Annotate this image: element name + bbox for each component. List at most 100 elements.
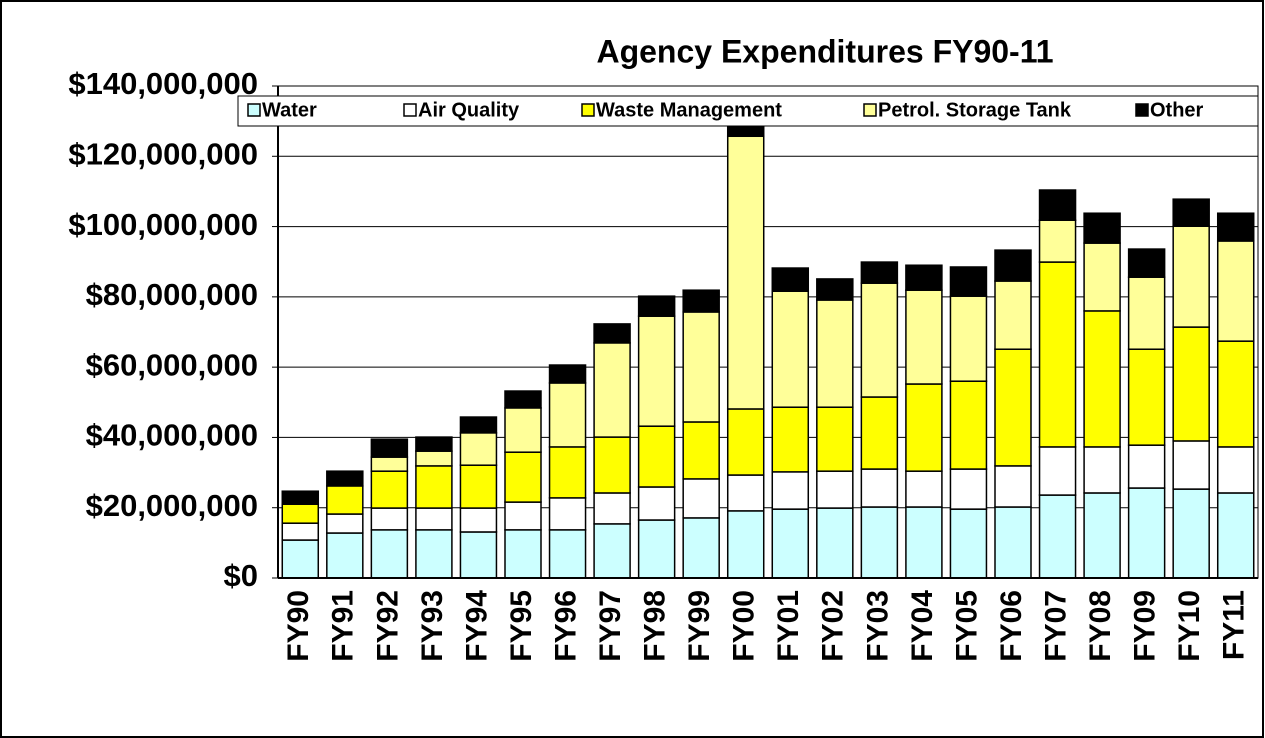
- bar-segment: [726, 135, 765, 410]
- bar-segment: [281, 539, 320, 579]
- bar-segment: [905, 289, 943, 385]
- x-tick-label: FY96: [549, 590, 582, 662]
- bar-segment: [816, 470, 854, 509]
- legend-swatch: [863, 103, 877, 117]
- bar-segment: [1127, 444, 1166, 489]
- bar-segment: [1172, 225, 1210, 328]
- bar-segment: [637, 425, 676, 488]
- x-tick-label: FY91: [327, 590, 360, 662]
- x-tick-label: FY08: [1084, 590, 1117, 662]
- bar-segment: [905, 506, 943, 579]
- legend-swatch: [403, 103, 417, 117]
- bar-segment: [593, 436, 631, 494]
- bar-segment: [281, 503, 320, 524]
- bar-segment: [1172, 440, 1210, 490]
- bar-segment: [593, 492, 631, 525]
- bar-segment: [860, 396, 899, 470]
- legend-label: Water: [262, 99, 317, 121]
- bar-segment: [548, 497, 587, 531]
- bar-segment: [1216, 212, 1255, 242]
- bar-segment: [1216, 446, 1255, 494]
- bar-segment: [593, 523, 631, 579]
- y-tick-label: $120,000,000: [68, 136, 258, 171]
- bar-segment: [994, 249, 1032, 282]
- x-tick-label: FY97: [594, 590, 627, 662]
- bar-segment: [326, 485, 364, 515]
- bar-segment: [994, 280, 1032, 350]
- bar-segment: [637, 486, 676, 521]
- x-tick-label: FY94: [460, 590, 493, 662]
- bar-segment: [905, 470, 943, 508]
- bar-segment: [771, 508, 810, 579]
- bar-segment: [771, 406, 810, 473]
- x-tick-label: FY07: [1039, 590, 1072, 662]
- bar-segment: [370, 456, 409, 472]
- bar-segment: [905, 264, 943, 291]
- x-tick-label: FY10: [1173, 590, 1206, 662]
- bar-segment: [771, 290, 810, 408]
- y-tick-label: $40,000,000: [86, 418, 258, 453]
- bar-segment: [459, 432, 498, 466]
- bar-segment: [994, 465, 1032, 508]
- bar-segment: [459, 464, 498, 509]
- bar-segment: [415, 507, 453, 531]
- bar-segment: [1083, 212, 1121, 244]
- bar-segment: [949, 468, 988, 510]
- bar-segment: [771, 471, 810, 510]
- bar-segment: [504, 529, 542, 579]
- bar-segment: [415, 436, 453, 452]
- y-tick-label: $140,000,000: [68, 66, 258, 101]
- x-tick-label: FY98: [639, 590, 672, 662]
- bar-segment: [905, 383, 943, 472]
- x-tick-label: FY03: [861, 590, 894, 662]
- y-tick-label: $100,000,000: [68, 207, 258, 242]
- bar-segment: [1083, 492, 1121, 579]
- x-tick-label: FY92: [371, 590, 404, 662]
- bar-segment: [459, 416, 498, 434]
- bar-segment: [1083, 242, 1121, 312]
- bar-segment: [1172, 326, 1210, 442]
- bar-segment: [1216, 340, 1255, 448]
- bar-segment: [1038, 189, 1077, 221]
- bar-segment: [682, 311, 720, 423]
- bar-segment: [370, 529, 409, 579]
- legend-label: Petrol. Storage Tank: [878, 99, 1072, 121]
- bar-segment: [1216, 240, 1255, 342]
- bar-segment: [726, 510, 765, 579]
- bar-segment: [860, 468, 899, 508]
- legend-swatch: [581, 103, 595, 117]
- bar-segment: [682, 421, 720, 480]
- y-tick-label: $80,000,000: [86, 277, 258, 312]
- bar-segment: [459, 507, 498, 533]
- bar-segment: [593, 323, 631, 344]
- bar-segment: [326, 532, 364, 579]
- chart-title: Agency Expenditures FY90-11: [596, 33, 1053, 69]
- bar-segment: [949, 295, 988, 382]
- bar-segment: [994, 506, 1032, 579]
- bar-segment: [1127, 248, 1166, 278]
- bar-segment: [415, 465, 453, 509]
- bar-segment: [682, 517, 720, 579]
- bar-segment: [326, 513, 364, 534]
- bar-segment: [726, 474, 765, 512]
- bar-segment: [1038, 261, 1077, 448]
- bar-segment: [593, 342, 631, 438]
- x-tick-label: FY00: [728, 590, 761, 662]
- bar-segment: [1216, 492, 1255, 579]
- x-tick-label: FY04: [906, 590, 939, 662]
- bar-segment: [281, 522, 320, 541]
- x-tick-label: FY90: [282, 590, 315, 662]
- bar-segment: [949, 266, 988, 297]
- bar-segment: [415, 450, 453, 467]
- bar-segment: [860, 282, 899, 398]
- bar-segment: [281, 490, 320, 505]
- bar-segment: [370, 438, 409, 458]
- bar-segment: [816, 507, 854, 579]
- bar-segment: [370, 507, 409, 531]
- y-tick-label: $0: [224, 558, 258, 593]
- legend-label: Waste Management: [596, 99, 782, 121]
- bar-segment: [682, 478, 720, 519]
- bar-segment: [1127, 487, 1166, 579]
- bar-segment: [994, 348, 1032, 467]
- x-tick-label: FY01: [772, 590, 805, 662]
